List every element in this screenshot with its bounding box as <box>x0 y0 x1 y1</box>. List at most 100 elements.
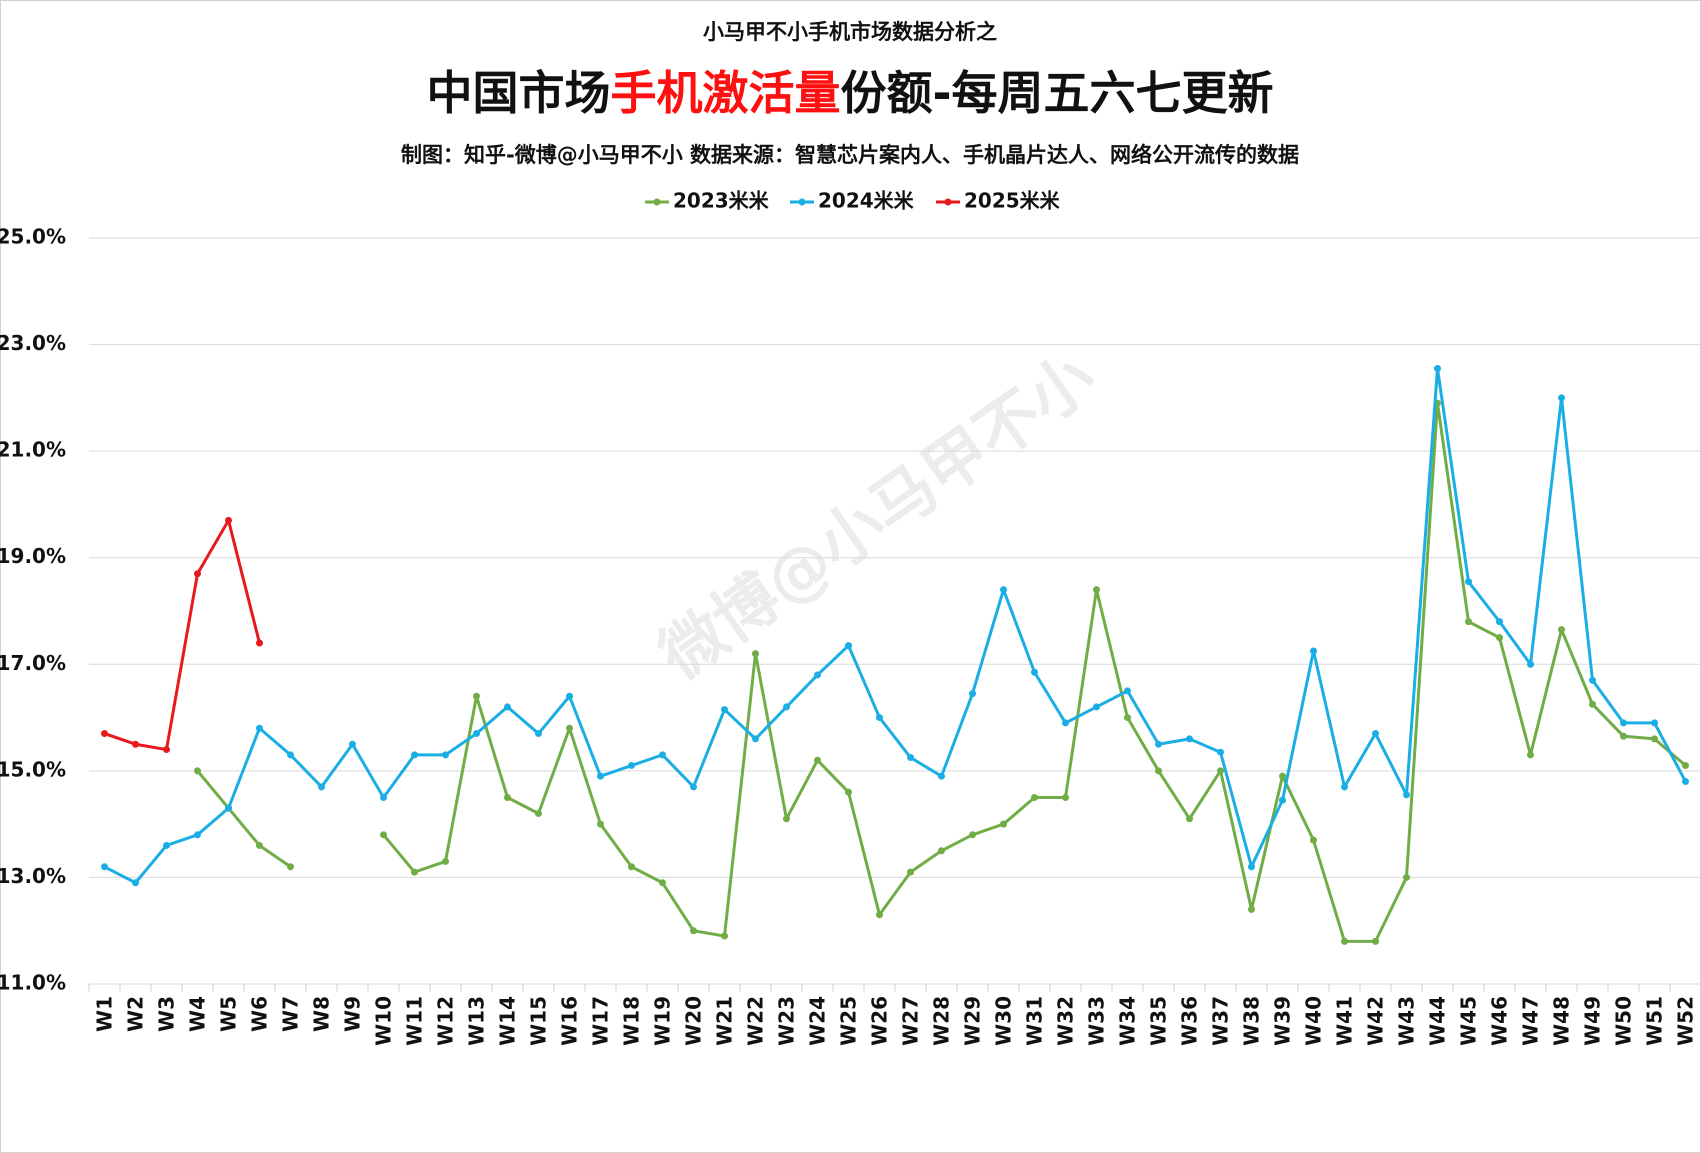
data-point <box>1651 735 1658 743</box>
data-point <box>1403 873 1410 881</box>
data-point <box>628 762 635 770</box>
x-tick-label: W35 <box>1147 996 1171 1046</box>
data-point <box>132 879 139 887</box>
data-point <box>1558 394 1565 402</box>
x-tick-label: W14 <box>496 996 520 1046</box>
x-tick-label: W7 <box>279 996 303 1032</box>
data-point <box>101 730 108 738</box>
data-point <box>1620 719 1627 727</box>
data-point <box>783 703 790 711</box>
data-point <box>659 751 666 759</box>
x-tick-label: W6 <box>248 996 272 1032</box>
x-tick-label: W51 <box>1643 996 1667 1046</box>
data-point <box>721 932 728 940</box>
x-tick-label: W1 <box>93 996 117 1032</box>
data-point <box>101 863 108 871</box>
data-point <box>1093 703 1100 711</box>
x-tick-label: W34 <box>1116 996 1140 1046</box>
x-tick-label: W11 <box>403 996 427 1046</box>
data-point <box>1372 730 1379 738</box>
x-tick-label: W19 <box>651 996 675 1046</box>
x-tick-label: W31 <box>1023 996 1047 1046</box>
data-point <box>1248 863 1255 871</box>
data-point <box>659 879 666 887</box>
x-tick-label: W23 <box>775 996 799 1046</box>
data-point <box>1186 815 1193 823</box>
x-tick-label: W13 <box>465 996 489 1046</box>
data-point <box>1310 647 1317 655</box>
data-point <box>628 863 635 871</box>
x-tick-label: W4 <box>186 996 210 1032</box>
x-tick-label: W32 <box>1054 996 1078 1046</box>
data-point <box>163 746 170 754</box>
data-point <box>380 794 387 801</box>
data-point <box>256 724 263 732</box>
data-point <box>411 751 418 759</box>
y-tick-label: 15.0% <box>0 757 66 781</box>
legend-label: 2023米米 <box>673 189 770 213</box>
data-point <box>1496 634 1503 642</box>
data-point <box>566 692 573 700</box>
x-tick-label: W9 <box>341 996 365 1032</box>
data-point <box>1558 626 1565 634</box>
x-tick-label: W17 <box>589 996 613 1046</box>
x-tick-label: W41 <box>1333 996 1357 1046</box>
data-point <box>938 847 945 855</box>
data-point <box>1589 676 1596 684</box>
x-tick-label: W30 <box>992 996 1016 1046</box>
x-tick-label: W12 <box>434 996 458 1046</box>
data-point <box>535 809 542 817</box>
x-tick-label: W39 <box>1271 996 1295 1046</box>
data-point <box>442 751 449 759</box>
data-point <box>1682 778 1689 786</box>
data-point <box>535 730 542 738</box>
x-tick-label: W20 <box>682 996 706 1046</box>
y-tick-label: 17.0% <box>0 651 66 675</box>
legend-marker <box>944 198 952 206</box>
data-point <box>1434 365 1441 373</box>
legend-label: 2025米米 <box>964 189 1061 213</box>
x-tick-label: W15 <box>527 996 551 1046</box>
legend-marker <box>798 198 806 206</box>
data-point <box>1589 700 1596 708</box>
data-point <box>938 772 945 780</box>
x-tick-label: W43 <box>1395 996 1419 1046</box>
data-point <box>845 788 852 796</box>
data-point <box>287 863 294 871</box>
data-point <box>411 868 418 876</box>
x-tick-label: W36 <box>1178 996 1202 1046</box>
x-tick-label: W5 <box>217 996 241 1032</box>
chart-subtitle: 小马甲不小手机市场数据分析之 <box>703 20 997 44</box>
x-tick-label: W24 <box>806 996 830 1046</box>
data-point <box>442 857 449 865</box>
data-point <box>1279 796 1286 804</box>
title-part: 手机激活量 <box>610 66 840 120</box>
x-tick-label: W48 <box>1550 996 1574 1046</box>
data-point <box>256 841 263 849</box>
x-tick-label: W29 <box>961 996 985 1046</box>
data-point <box>1341 937 1348 945</box>
data-point <box>1620 732 1627 740</box>
data-point <box>1031 794 1038 801</box>
data-point <box>318 783 325 791</box>
x-tick-label: W45 <box>1457 996 1481 1046</box>
x-tick-label: W3 <box>155 996 179 1032</box>
y-tick-label: 13.0% <box>0 864 66 888</box>
data-point <box>1372 937 1379 945</box>
data-point <box>1279 772 1286 780</box>
data-point <box>1124 714 1131 722</box>
data-point <box>876 911 883 919</box>
data-point <box>194 767 201 775</box>
x-tick-label: W37 <box>1209 996 1233 1046</box>
data-point <box>1248 905 1255 913</box>
x-tick-label: W18 <box>620 996 644 1046</box>
legend-marker <box>653 198 661 206</box>
data-point <box>1403 791 1410 799</box>
series-line <box>103 367 1687 885</box>
title-part: 中国市场 <box>426 66 610 120</box>
x-tick-label: W47 <box>1519 996 1543 1046</box>
y-tick-label: 11.0% <box>0 971 66 995</box>
data-point <box>690 927 697 935</box>
